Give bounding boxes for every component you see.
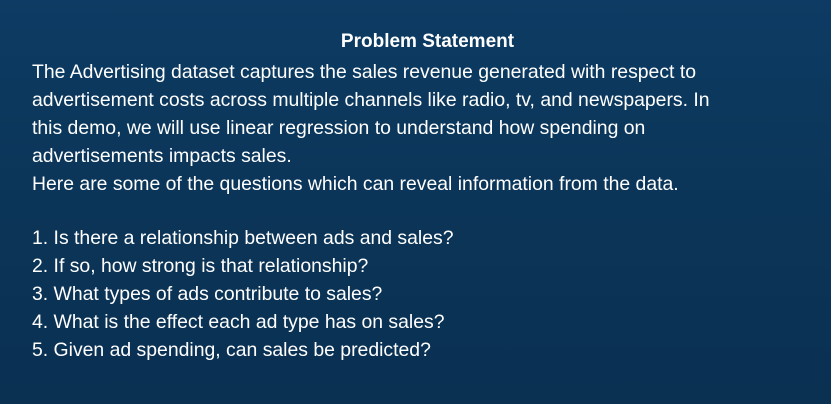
- question-item: 2. If so, how strong is that relationshi…: [32, 255, 369, 277]
- question-item: 5. Given ad spending, can sales be predi…: [32, 339, 431, 361]
- spacer: [32, 198, 811, 224]
- description-line: advertisement costs across multiple chan…: [32, 89, 710, 111]
- description-line: this demo, we will use linear regression…: [32, 117, 646, 139]
- question-item: 3. What types of ads contribute to sales…: [32, 283, 383, 305]
- description-line: The Advertising dataset captures the sal…: [32, 61, 696, 83]
- description-line: advertisements impacts sales.: [32, 145, 292, 167]
- question-item: 4. What is the effect each ad type has o…: [32, 311, 445, 333]
- slide-title: Problem Statement: [340, 31, 515, 52]
- question-item: 1. Is there a relationship between ads a…: [32, 227, 454, 249]
- questions-list: 1. Is there a relationship between ads a…: [32, 224, 811, 364]
- problem-description: The Advertising dataset captures the sal…: [32, 58, 811, 198]
- description-line: Here are some of the questions which can…: [32, 173, 679, 195]
